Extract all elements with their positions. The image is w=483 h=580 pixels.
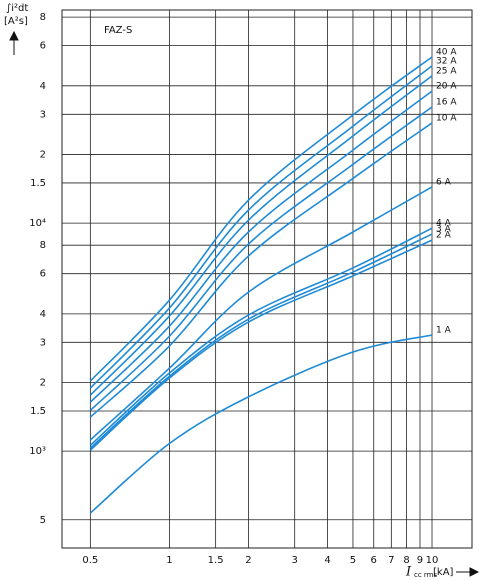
legend-label: 4 A (436, 219, 452, 229)
plot-frame (61, 9, 473, 549)
x-axis-arrow (456, 567, 480, 577)
y-axis-arrow (9, 30, 19, 55)
y-tick-label: 2 (40, 149, 46, 160)
x-tick-label: 9 (417, 555, 423, 566)
y-tick-label: 6 (40, 269, 46, 280)
chart-title: FAZ-S (104, 25, 132, 36)
legend-label: 40 A (436, 48, 457, 58)
curve (89, 75, 433, 396)
y-tick-label: 5 (40, 515, 46, 526)
y-tick-label: 2 (40, 377, 46, 388)
legend-label: 25 A (436, 66, 457, 76)
legend-label: 20 A (436, 82, 457, 92)
x-axis-subscript: cc rms (414, 571, 437, 579)
curve (89, 90, 433, 403)
curve (89, 106, 433, 411)
y-axis-symbol: ∫i²dt (6, 3, 28, 14)
x-tick-label: 2 (245, 555, 251, 566)
x-tick-label: 6 (371, 555, 377, 566)
x-tick-label: 4 (324, 555, 330, 566)
curve (89, 65, 433, 389)
legend-label: 32 A (436, 56, 457, 66)
x-tick-label: 7 (388, 555, 394, 566)
x-tick-label: 1 (166, 555, 172, 566)
curve (89, 239, 433, 451)
legend-label: 10 A (436, 113, 457, 123)
x-tick-label: 8 (403, 555, 409, 566)
y-tick-label: 4 (40, 309, 46, 320)
y-tick-label: 10⁴ (29, 218, 46, 229)
curve (89, 233, 433, 449)
x-axis-unit: [kA] (433, 567, 454, 578)
y-tick-label: 6 (40, 41, 46, 52)
y-tick-label: 4 (40, 81, 46, 92)
y-tick-label: 1.5 (30, 178, 46, 189)
x-tick-label: 0.5 (82, 555, 98, 566)
curve (89, 334, 433, 514)
legend-label: 6 A (436, 177, 452, 187)
y-tick-label: 8 (40, 240, 46, 251)
legend-label: 1 A (436, 326, 452, 336)
x-tick-label: 10 (426, 555, 439, 566)
curve (89, 122, 433, 418)
y-tick-label: 10³ (29, 446, 46, 457)
x-tick-label: 1.5 (208, 555, 224, 566)
x-tick-label: 5 (350, 555, 356, 566)
y-axis-unit: [A²s] (4, 16, 28, 27)
y-tick-label: 3 (40, 109, 46, 120)
legend-label: 3 A (436, 225, 452, 235)
x-tick-label: 3 (292, 555, 298, 566)
curve (89, 56, 433, 382)
curve (89, 186, 433, 441)
y-tick-label: 1.5 (30, 406, 46, 417)
x-axis-symbol: I (405, 565, 412, 580)
legend-label: 16 A (436, 97, 457, 107)
legend-label: 2 A (436, 231, 452, 241)
y-tick-label: 8 (40, 12, 46, 23)
curve (89, 227, 433, 446)
y-tick-label: 3 (40, 337, 46, 348)
